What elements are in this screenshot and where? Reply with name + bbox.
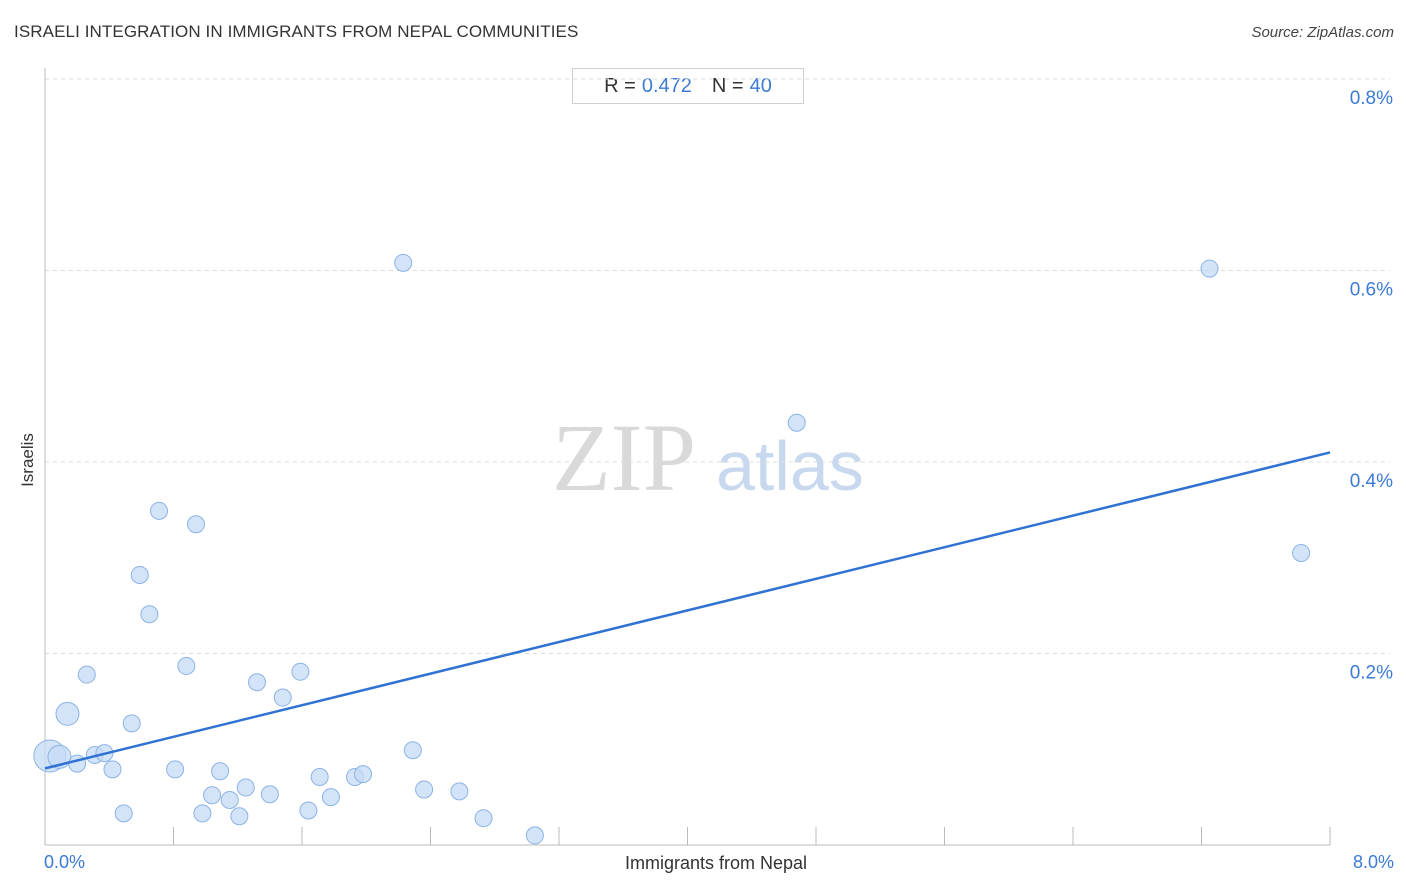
watermark: ZIP atlas	[552, 404, 864, 511]
r-value: 0.472	[641, 74, 692, 97]
watermark-atlas: atlas	[716, 427, 864, 505]
data-point	[140, 605, 159, 624]
data-point	[310, 768, 329, 787]
x-tick-label-min: 0.0%	[44, 852, 86, 872]
data-point	[203, 786, 222, 805]
data-point	[77, 665, 96, 684]
trend-line-group	[44, 451, 1331, 770]
data-point	[230, 807, 249, 826]
data-point	[55, 701, 80, 726]
data-point	[1200, 259, 1219, 278]
data-point	[474, 809, 493, 828]
n-value: 40	[749, 74, 772, 97]
y-tick-label: 0.2%	[1350, 663, 1393, 684]
data-point	[130, 565, 149, 584]
data-point	[103, 760, 122, 779]
data-point	[415, 780, 434, 799]
x-tick-label-max: 8.0%	[1352, 852, 1394, 872]
source-label: Source: ZipAtlas.com	[1251, 24, 1394, 41]
y-tick-label: 0.6%	[1350, 280, 1393, 301]
y-tick-label: 0.8%	[1350, 88, 1393, 109]
data-point	[236, 778, 255, 797]
data-point	[394, 253, 413, 272]
data-point	[321, 788, 340, 807]
data-point	[122, 714, 141, 733]
data-point	[403, 741, 422, 760]
axes	[44, 68, 1331, 846]
data-point	[68, 754, 87, 773]
r-label: R =	[604, 74, 636, 97]
data-point	[186, 515, 205, 534]
data-point	[450, 782, 469, 801]
data-point	[220, 790, 239, 809]
data-point	[193, 804, 212, 823]
data-point	[150, 501, 169, 520]
data-point	[211, 762, 230, 781]
n-label: N =	[711, 74, 744, 97]
data-point	[354, 765, 373, 784]
data-point	[177, 656, 196, 675]
data-point	[273, 688, 292, 707]
y-axis-label: Israelis	[18, 433, 37, 487]
data-point	[299, 801, 318, 820]
data-point	[1292, 543, 1311, 562]
data-points	[33, 253, 1311, 845]
data-point	[248, 673, 267, 692]
watermark-zip: ZIP	[552, 404, 696, 511]
y-tick-label: 0.4%	[1350, 471, 1393, 492]
data-point	[525, 826, 544, 845]
data-point	[787, 413, 806, 432]
stats-box: R = 0.472 N = 40	[572, 68, 804, 104]
chart-title: ISRAELI INTEGRATION IN IMMIGRANTS FROM N…	[14, 22, 579, 41]
data-point	[114, 804, 133, 823]
data-point	[291, 662, 310, 681]
x-axis-label: Immigrants from Nepal	[624, 853, 808, 873]
data-point	[260, 785, 279, 804]
y-tick-labels: 0.2% 0.4% 0.6% 0.8%	[1350, 88, 1393, 684]
data-point	[166, 760, 185, 779]
grid-lines	[45, 78, 1390, 654]
trend-line	[44, 451, 1331, 770]
